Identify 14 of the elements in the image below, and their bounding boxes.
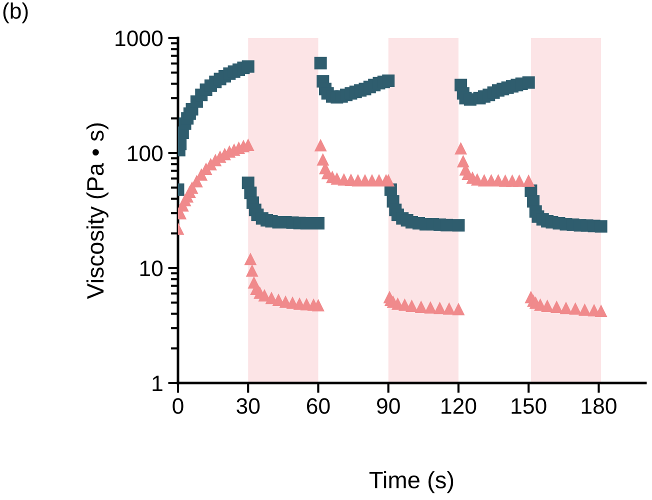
y-tick-label: 1 bbox=[152, 376, 162, 392]
x-tick-label: 180 bbox=[582, 398, 616, 414]
x-axis-title: Time (s) bbox=[369, 471, 454, 494]
y-tick-label: 10 bbox=[140, 260, 163, 276]
y-axis-title: Viscosity (Pa • s) bbox=[86, 123, 108, 299]
y-tick-label: 1000 bbox=[116, 30, 163, 46]
x-tick-label: 120 bbox=[442, 398, 476, 414]
x-tick-label: 30 bbox=[236, 398, 260, 414]
x-tick-label: 0 bbox=[172, 398, 184, 414]
x-tick-label: 60 bbox=[307, 398, 330, 414]
x-tick-label: 90 bbox=[377, 398, 400, 414]
x-tick-label: 150 bbox=[512, 398, 546, 414]
text: (b) bbox=[3, 2, 28, 24]
y-tick-label: 100 bbox=[128, 146, 163, 162]
